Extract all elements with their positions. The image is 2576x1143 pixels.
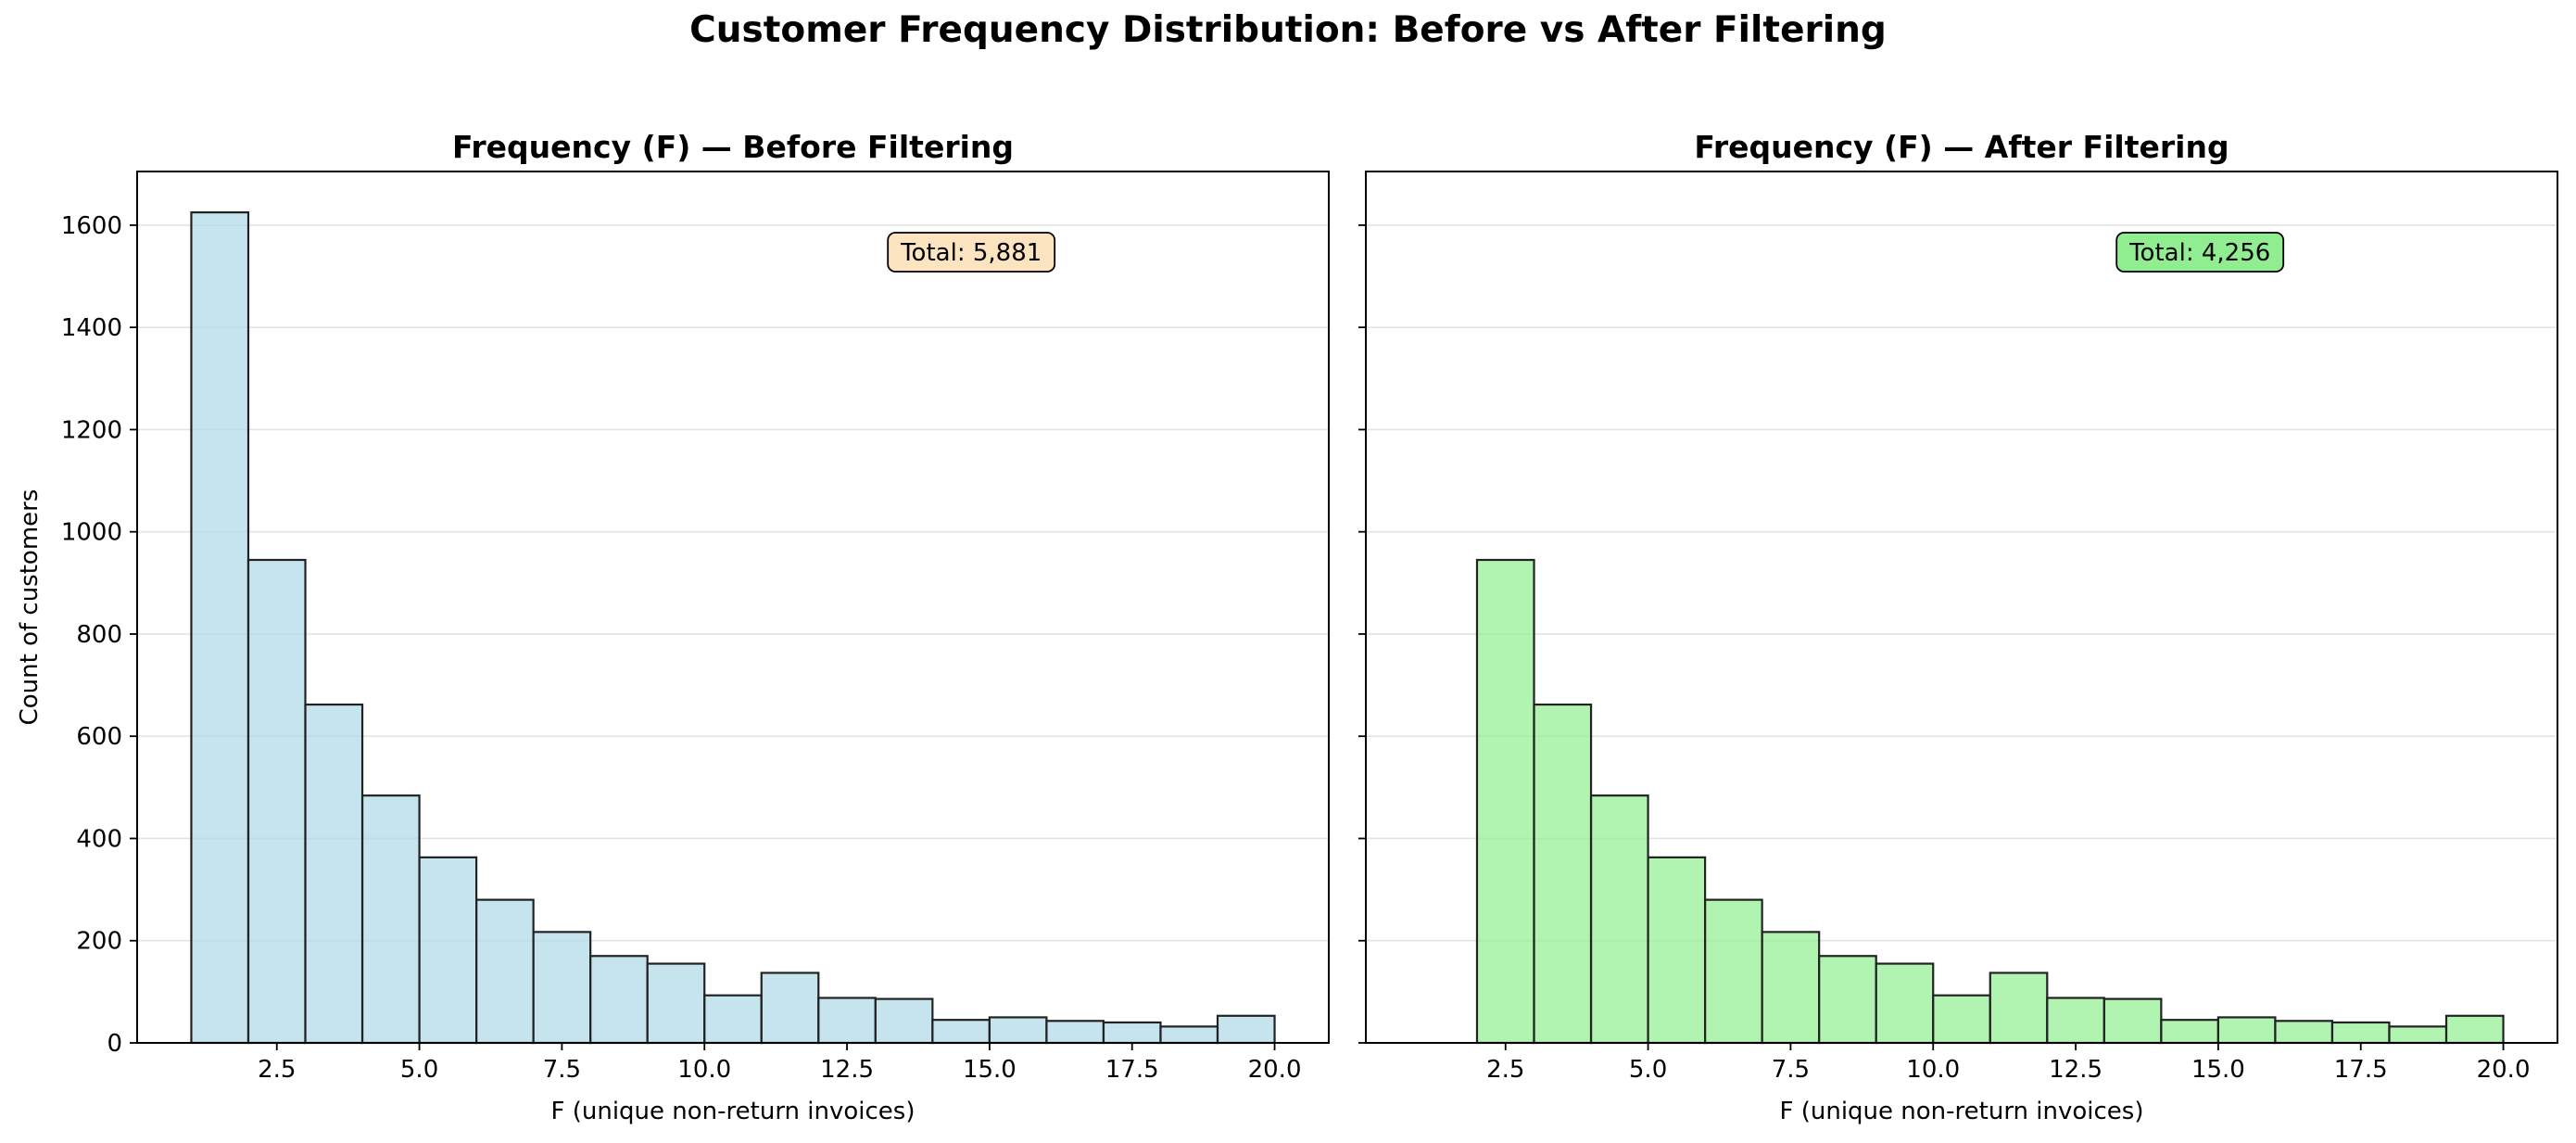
y-tick-label: 0 bbox=[107, 1030, 122, 1058]
histogram-bar bbox=[1989, 972, 2049, 1045]
histogram-bar bbox=[2274, 1020, 2334, 1045]
histogram-bar bbox=[988, 1016, 1048, 1045]
x-tick-label: 17.5 bbox=[1105, 1056, 1159, 1084]
histogram-bar bbox=[1704, 898, 1763, 1045]
x-tick-label: 5.0 bbox=[1629, 1056, 1667, 1084]
histogram-bar bbox=[1159, 1025, 1219, 1045]
x-tick-label: 2.5 bbox=[1486, 1056, 1524, 1084]
histogram-bar bbox=[1045, 1020, 1105, 1045]
y-tick-label: 400 bbox=[76, 825, 122, 853]
histogram-bar bbox=[1761, 931, 1821, 1045]
chart-panel-2: 2.5 5.0 7.5 10.0 12.5 15.0 17.5 20.0 Frequency (… bbox=[1358, 129, 2558, 1125]
histogram-bar bbox=[589, 955, 649, 1045]
y-tick-label: 800 bbox=[76, 621, 122, 649]
y-tick-label: 1600 bbox=[61, 212, 122, 240]
histogram-bar bbox=[1589, 794, 1649, 1045]
histogram-bar bbox=[1932, 994, 1991, 1045]
x-tick-label: 15.0 bbox=[2191, 1056, 2245, 1084]
histogram-bar bbox=[190, 211, 250, 1045]
x-axis-label: F (unique non-return invoices) bbox=[551, 1098, 915, 1125]
figure-title: Customer Frequency Distribution: Before … bbox=[689, 9, 1887, 51]
histogram-bar bbox=[1533, 703, 1593, 1045]
histogram-bar bbox=[1475, 558, 1535, 1045]
histogram-bar bbox=[360, 794, 421, 1045]
x-tick-label: 15.0 bbox=[963, 1056, 1017, 1084]
x-tick-label: 12.5 bbox=[820, 1056, 874, 1084]
chart-panel-1: 2.5 5.0 7.5 10.0 12.5 15.0 17.5 20.0 0 200 400 600 8… bbox=[16, 129, 1330, 1125]
x-tick-label: 20.0 bbox=[1248, 1056, 1302, 1084]
panel-title: Frequency (F) — Before Filtering bbox=[452, 129, 1014, 165]
x-tick-label: 12.5 bbox=[2049, 1056, 2102, 1084]
histogram-bar bbox=[1875, 962, 1935, 1045]
histogram-bar bbox=[475, 898, 535, 1045]
histogram-bar bbox=[2216, 1016, 2277, 1045]
x-tick-label: 17.5 bbox=[2334, 1056, 2388, 1084]
histogram-bar bbox=[2388, 1025, 2448, 1045]
y-axis-label: Count of customers bbox=[16, 489, 44, 726]
axes-frame bbox=[1365, 171, 2558, 1044]
total-annotation-text: Total: 4,256 bbox=[2128, 239, 2270, 267]
x-tick-label: 10.0 bbox=[677, 1056, 731, 1084]
x-tick-label: 10.0 bbox=[1906, 1056, 1960, 1084]
histogram-bar bbox=[1647, 856, 1707, 1045]
histogram-bar bbox=[2102, 997, 2163, 1045]
y-tick-label: 200 bbox=[76, 928, 122, 956]
x-axis-label: F (unique non-return invoices) bbox=[1780, 1098, 2144, 1125]
histogram-bar bbox=[246, 558, 307, 1045]
total-annotation-text: Total: 5,881 bbox=[900, 239, 1042, 267]
x-tick-label: 5.0 bbox=[400, 1056, 438, 1084]
y-tick-label: 600 bbox=[76, 723, 122, 751]
histogram-bar bbox=[2444, 1014, 2505, 1045]
histogram-bar bbox=[532, 931, 592, 1045]
y-tick-label: 1400 bbox=[61, 314, 122, 342]
histogram-bar bbox=[1102, 1021, 1162, 1045]
x-tick-label: 7.5 bbox=[1772, 1056, 1810, 1084]
x-tick-label: 20.0 bbox=[2477, 1056, 2531, 1084]
histogram-bar bbox=[2330, 1021, 2391, 1045]
y-tick-label: 1000 bbox=[61, 519, 122, 547]
total-annotation-box bbox=[887, 232, 1056, 273]
x-tick-label: 2.5 bbox=[258, 1056, 296, 1084]
x-tick-label: 7.5 bbox=[543, 1056, 581, 1084]
histogram-bar bbox=[418, 856, 478, 1045]
axes-frame bbox=[136, 171, 1330, 1044]
histogram-bar bbox=[2160, 1019, 2219, 1045]
histogram-bar bbox=[760, 972, 820, 1045]
histogram-bar bbox=[2046, 997, 2105, 1045]
histogram-bar bbox=[1818, 955, 1877, 1045]
histogram-bar bbox=[304, 703, 364, 1045]
histogram-bar bbox=[1216, 1014, 1276, 1045]
histogram-bar bbox=[646, 962, 706, 1045]
histogram-bar bbox=[817, 997, 877, 1045]
y-tick-label: 1200 bbox=[61, 416, 122, 444]
histogram-bar bbox=[703, 994, 763, 1045]
panel-title: Frequency (F) — After Filtering bbox=[1694, 129, 2229, 165]
histogram-bar bbox=[874, 997, 934, 1045]
histogram-bar bbox=[931, 1019, 991, 1045]
total-annotation-box bbox=[2115, 232, 2285, 273]
